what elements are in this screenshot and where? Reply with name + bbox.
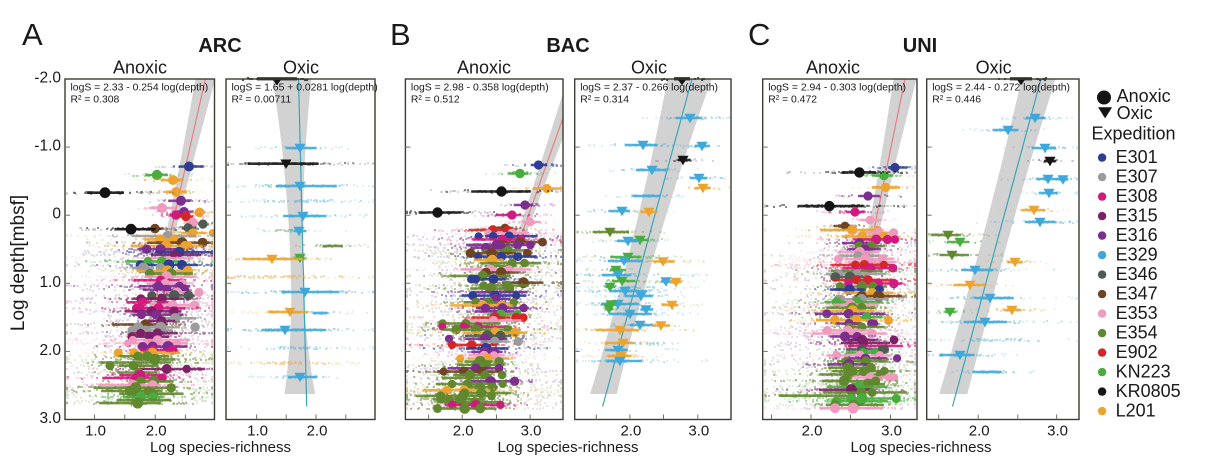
svg-text:Oxic: Oxic <box>631 58 667 78</box>
svg-text:Log species-richness: Log species-richness <box>498 439 639 456</box>
svg-text:logS = 2.33 - 0.254 log(depth): logS = 2.33 - 0.254 log(depth) <box>71 83 209 94</box>
svg-text:2.0: 2.0 <box>146 423 167 440</box>
svg-text:3.0: 3.0 <box>521 423 542 440</box>
svg-text:E315: E315 <box>1116 206 1158 226</box>
svg-text:logS = 1.65 + 0.0281 log(depth: logS = 1.65 + 0.0281 log(depth) <box>232 83 378 94</box>
svg-text:B: B <box>390 17 411 52</box>
svg-text:1.0: 1.0 <box>39 274 61 291</box>
svg-text:E354: E354 <box>1116 323 1158 343</box>
svg-text:2.0: 2.0 <box>39 342 61 359</box>
svg-text:3.0: 3.0 <box>881 423 902 440</box>
svg-text:Oxic: Oxic <box>976 58 1012 78</box>
svg-text:KN223: KN223 <box>1116 362 1171 382</box>
svg-text:R² = 0.512: R² = 0.512 <box>411 95 460 106</box>
svg-text:3.0: 3.0 <box>1047 423 1068 440</box>
svg-text:Anoxic: Anoxic <box>113 58 167 78</box>
svg-text:-2.0: -2.0 <box>34 70 61 87</box>
svg-text:2.0: 2.0 <box>802 423 823 440</box>
svg-text:0: 0 <box>52 206 61 223</box>
svg-text:Log species-richness: Log species-richness <box>150 439 291 456</box>
svg-text:Anoxic: Anoxic <box>806 58 860 78</box>
svg-text:1.0: 1.0 <box>247 423 268 440</box>
svg-text:logS = 2.44 - 0.272 log(depth): logS = 2.44 - 0.272 log(depth) <box>932 83 1070 94</box>
svg-text:E347: E347 <box>1116 284 1158 304</box>
svg-text:E353: E353 <box>1116 303 1158 323</box>
svg-text:A: A <box>22 17 43 52</box>
svg-text:E316: E316 <box>1116 225 1158 245</box>
svg-text:Expedition: Expedition <box>1092 124 1176 144</box>
svg-text:R² = 0.472: R² = 0.472 <box>768 95 817 106</box>
svg-text:E329: E329 <box>1116 245 1158 265</box>
svg-text:E902: E902 <box>1116 342 1158 362</box>
svg-text:BAC: BAC <box>546 35 589 57</box>
svg-text:logS = 2.94 - 0.303 log(depth): logS = 2.94 - 0.303 log(depth) <box>768 83 906 94</box>
svg-text:2.0: 2.0 <box>307 423 328 440</box>
svg-text:logS = 2.37 - 0.266 log(depth): logS = 2.37 - 0.266 log(depth) <box>580 83 718 94</box>
svg-text:1.0: 1.0 <box>85 423 106 440</box>
svg-text:KR0805: KR0805 <box>1116 381 1181 401</box>
svg-text:Log species-richness: Log species-richness <box>851 439 992 456</box>
svg-text:3.0: 3.0 <box>688 423 709 440</box>
svg-text:2.0: 2.0 <box>969 423 990 440</box>
svg-text:E346: E346 <box>1116 264 1158 284</box>
svg-text:3.0: 3.0 <box>39 410 61 427</box>
svg-text:2.0: 2.0 <box>620 423 641 440</box>
svg-text:-1.0: -1.0 <box>34 138 61 155</box>
svg-text:UNI: UNI <box>903 35 937 57</box>
svg-text:ARC: ARC <box>198 35 241 57</box>
svg-text:L201: L201 <box>1116 401 1156 421</box>
svg-text:R² = 0.446: R² = 0.446 <box>932 95 981 106</box>
svg-text:2.0: 2.0 <box>453 423 474 440</box>
svg-text:E307: E307 <box>1116 167 1158 187</box>
svg-text:R² = 0.00711: R² = 0.00711 <box>232 95 292 106</box>
svg-text:Oxic: Oxic <box>1117 103 1153 123</box>
svg-text:Anoxic: Anoxic <box>457 58 511 78</box>
svg-text:Oxic: Oxic <box>283 58 319 78</box>
svg-text:Anoxic: Anoxic <box>1117 86 1171 106</box>
svg-text:E308: E308 <box>1116 186 1158 206</box>
svg-text:logS = 2.98 - 0.358 log(depth): logS = 2.98 - 0.358 log(depth) <box>411 83 549 94</box>
svg-text:R² = 0.314: R² = 0.314 <box>580 95 629 106</box>
svg-text:E301: E301 <box>1116 147 1158 167</box>
svg-text:C: C <box>748 17 770 52</box>
svg-text:Log depth[mbsf]: Log depth[mbsf] <box>8 195 29 331</box>
svg-text:R² = 0.308: R² = 0.308 <box>71 95 120 106</box>
